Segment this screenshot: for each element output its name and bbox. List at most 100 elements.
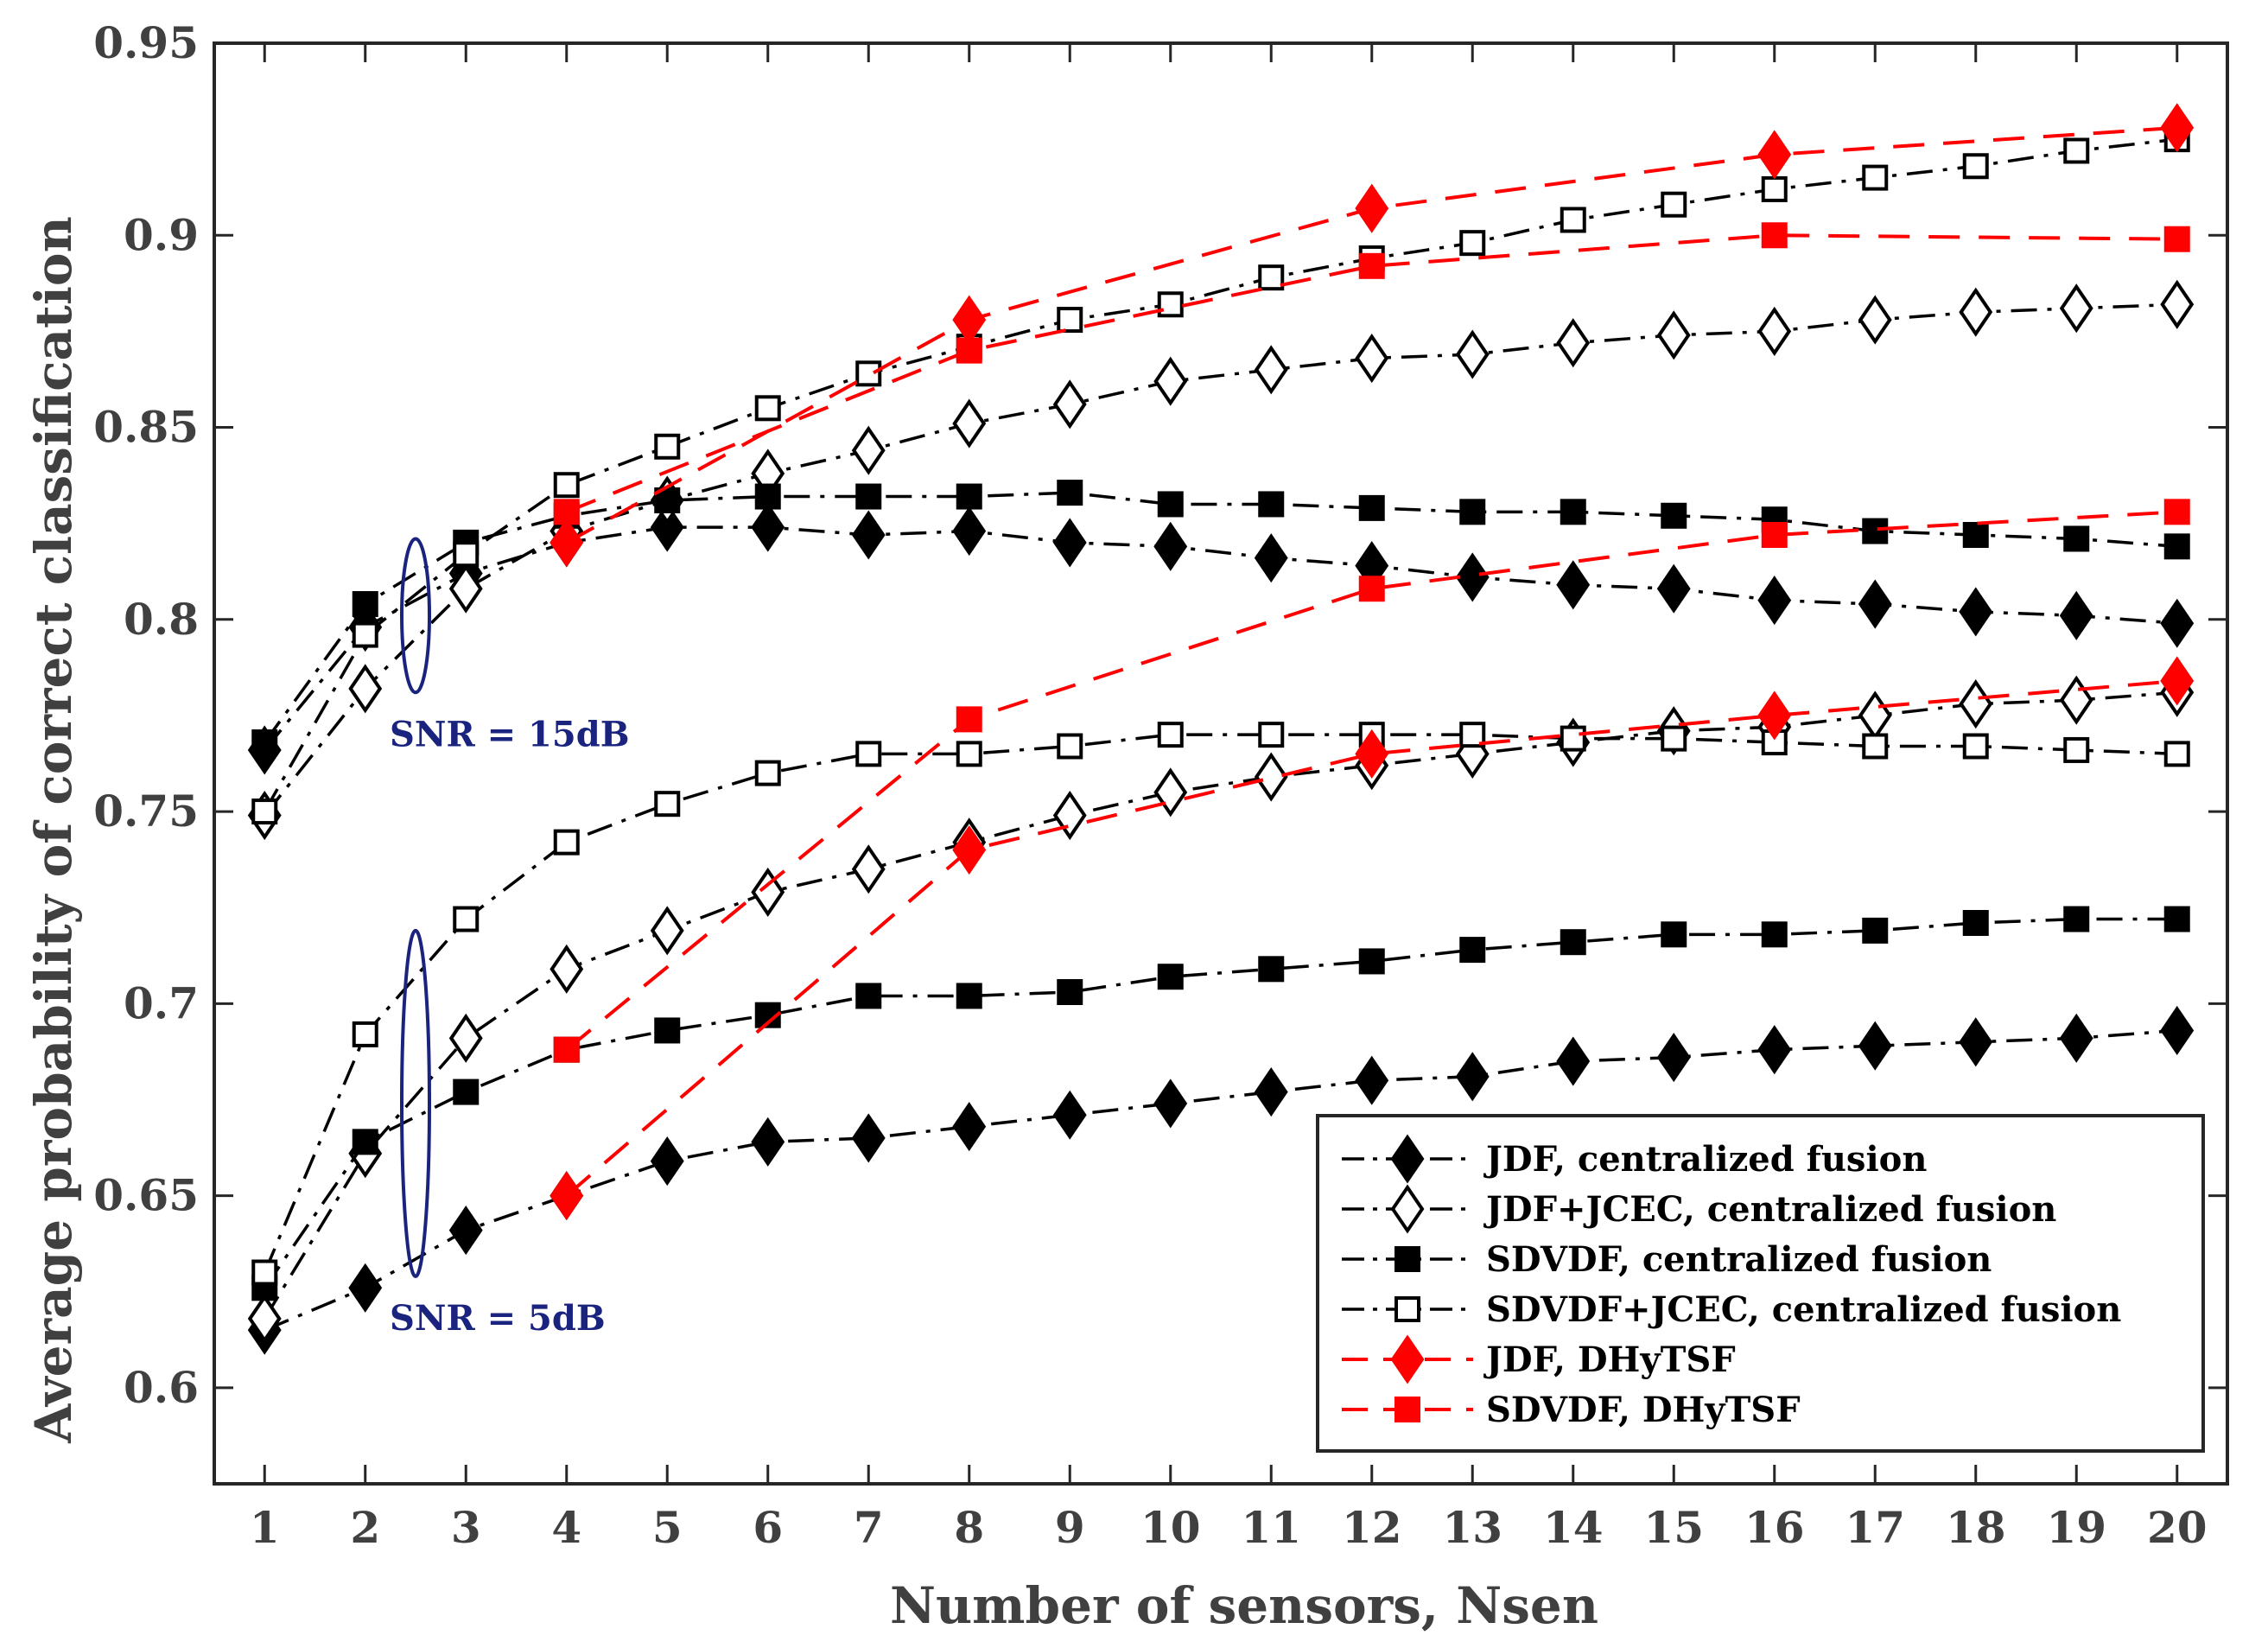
y-tick-label: 0.65 [93,1170,199,1221]
data-point [1254,345,1288,395]
data-point [1962,733,1989,760]
data-point [956,741,982,767]
data-point [247,1294,282,1344]
data-point [956,983,982,1009]
data-point [2160,598,2195,648]
data-point [1761,222,1788,249]
data-point [1858,1021,1892,1071]
legend-marker [1394,1296,1420,1322]
data-point [1862,164,1889,191]
data-point [251,799,278,825]
x-tick-label: 4 [551,1502,581,1553]
data-point [1962,153,1989,180]
data-point [851,844,886,894]
x-axis-title: Number of sensors, Nsen [890,1576,1598,1635]
data-point [1157,491,1184,518]
data-point [2059,283,2093,334]
legend-entry: JDF, centralized fusion [1342,1134,1927,1184]
data-point [1556,318,1591,368]
data-series [247,103,2195,1355]
data-point [2059,1013,2093,1063]
series-line [263,491,2177,744]
y-tick-label: 0.95 [93,17,199,68]
data-point [1258,722,1285,748]
data-point [448,1206,483,1256]
x-tick-label: 15 [1643,1502,1704,1553]
data-point [1560,929,1586,956]
data-point [1355,183,1389,233]
data-point [1757,130,1792,180]
data-point [1057,480,1083,506]
data-point [1153,1079,1188,1129]
data-point [1355,1055,1389,1105]
data-point [1254,1067,1288,1117]
data-point [1057,978,1083,1005]
x-tick-label: 8 [954,1502,984,1553]
y-tick-label: 0.8 [124,594,199,645]
series-line [263,917,2177,1289]
data-point [352,1129,378,1155]
data-point [1153,356,1188,406]
x-tick-label: 2 [350,1502,380,1553]
series-group [553,499,2190,1063]
data-point [2163,499,2190,525]
series-group [251,480,2190,756]
data-point [1862,917,1889,944]
data-point [1358,576,1385,602]
data-point [855,983,882,1009]
data-point [654,791,681,818]
data-point [251,729,278,756]
data-point [1560,725,1586,752]
data-point [751,867,785,917]
data-point [851,425,886,475]
data-point [952,398,987,449]
data-point [2163,533,2190,560]
data-point [1052,518,1087,568]
data-point [1661,191,1687,218]
data-point [348,664,383,714]
x-tick-label: 11 [1241,1502,1301,1553]
data-point [952,1102,987,1152]
data-point [952,824,987,875]
data-point [1962,522,1989,549]
data-point [952,506,987,557]
data-point [1455,329,1490,379]
data-point [751,1117,785,1167]
data-point [2063,736,2090,763]
data-point [1556,1036,1591,1086]
data-point [352,621,378,648]
data-point [654,433,681,460]
series-line [263,690,2177,1320]
axis-ticks: 1 2 3 4 5 6 7 8 9 10 11 12 13 14 15 16 17 18 19 200.60.650.… [93,17,2227,1553]
data-point [550,518,584,568]
data-point [2163,226,2190,252]
data-point [2163,906,2190,932]
data-point [851,1113,886,1163]
legend-label: SDVDF+JCEC, centralized fusion [1486,1289,2121,1330]
data-point [1459,230,1486,257]
data-point [1258,956,1285,983]
data-point [754,483,781,510]
data-point [1258,491,1285,518]
legend-label: SDVDF, centralized fusion [1486,1239,1992,1280]
series-group [550,656,2195,1221]
legend-entry: SDVDF, DHyTSF [1342,1390,1801,1430]
series-group [550,103,2195,568]
data-point [1358,252,1385,279]
data-point [1455,552,1490,602]
data-point [654,1017,681,1044]
data-point [1959,1017,1993,1067]
series-line [263,733,2177,1274]
data-point [1358,948,1385,975]
legend-marker [1390,1184,1425,1234]
x-tick-label: 14 [1543,1502,1604,1553]
x-tick-label: 1 [250,1502,280,1553]
data-point [553,829,580,856]
data-point [2059,590,2093,640]
legend-label: SDVDF, DHyTSF [1486,1390,1801,1430]
data-point [1355,729,1389,779]
x-tick-label: 6 [753,1502,783,1553]
series-line [263,525,2177,752]
data-point [1962,909,1989,936]
